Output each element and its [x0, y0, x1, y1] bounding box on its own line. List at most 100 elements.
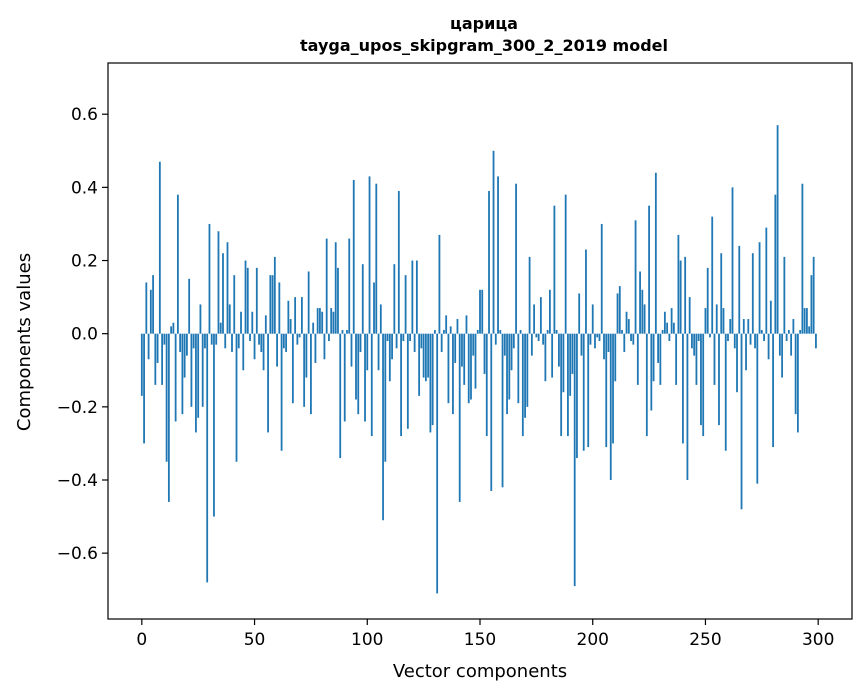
bar-181	[548, 289, 551, 334]
bar-255	[715, 304, 718, 334]
bar-134	[443, 330, 445, 334]
bar-174	[533, 304, 536, 334]
bar-299	[815, 333, 817, 349]
bar-283	[778, 333, 781, 356]
bar-113	[395, 333, 398, 349]
bar-26	[199, 304, 202, 334]
bar-71	[300, 297, 303, 334]
bar-19	[183, 333, 186, 378]
bar-170	[524, 333, 526, 418]
bar-47	[246, 267, 249, 334]
bar-206	[605, 333, 608, 448]
bar-105	[377, 333, 380, 371]
bar-204	[600, 223, 603, 334]
bar-177	[539, 297, 542, 334]
bar-150	[479, 289, 481, 334]
bar-200	[591, 304, 594, 334]
y-tick-label: −0.2	[57, 398, 98, 418]
x-tick-label: 300	[802, 630, 834, 650]
bar-24	[195, 333, 197, 433]
bar-188	[564, 194, 567, 334]
bar-122	[415, 260, 418, 334]
bar-101	[368, 176, 371, 334]
bar-279	[769, 300, 772, 334]
bar-246	[695, 333, 698, 385]
bar-21	[188, 278, 191, 334]
bar-277	[765, 227, 768, 334]
bar-85	[332, 311, 335, 334]
bar-231	[661, 330, 664, 334]
bar-40	[231, 333, 233, 352]
bar-201	[594, 333, 596, 349]
bar-244	[691, 333, 693, 349]
bar-142	[461, 333, 463, 367]
bar-161	[503, 333, 506, 356]
bar-16	[176, 194, 179, 334]
bar-5	[152, 275, 154, 334]
bar-44	[240, 311, 242, 334]
bar-276	[763, 333, 765, 341]
bar-136	[447, 333, 450, 404]
bar-260	[727, 333, 729, 341]
bar-23	[192, 333, 195, 349]
bar-1	[143, 333, 145, 444]
chart-title: царица	[450, 14, 518, 33]
bar-3	[147, 333, 150, 360]
bar-11	[165, 333, 168, 462]
bar-241	[684, 256, 687, 334]
bar-164	[510, 333, 513, 371]
bar-261	[729, 319, 732, 334]
bar-168	[519, 330, 522, 334]
bar-114	[397, 191, 400, 334]
bar-143	[463, 333, 466, 385]
bar-57	[269, 275, 272, 334]
bar-107	[382, 333, 384, 521]
bar-162	[506, 333, 508, 415]
bar-208	[609, 333, 612, 480]
bar-103	[373, 282, 375, 334]
bar-273	[756, 333, 759, 484]
bar-104	[375, 183, 378, 334]
bar-297	[810, 275, 813, 334]
bar-141	[458, 333, 461, 502]
bar-218	[632, 333, 635, 345]
bar-155	[490, 333, 493, 491]
bar-28	[204, 333, 206, 349]
bar-167	[517, 333, 520, 404]
bar-199	[589, 333, 592, 345]
bar-298	[812, 256, 815, 334]
bar-158	[497, 176, 499, 334]
bar-91	[346, 330, 348, 334]
bar-98	[361, 264, 364, 334]
bar-245	[693, 333, 696, 356]
bar-68	[294, 297, 297, 334]
bar-207	[607, 333, 610, 352]
bar-93	[350, 333, 353, 367]
bar-50	[253, 333, 256, 360]
bar-220	[636, 333, 639, 385]
bar-251	[706, 267, 709, 334]
x-tick-label: 100	[351, 630, 383, 650]
bar-77	[314, 333, 317, 363]
bar-25	[197, 333, 200, 418]
bar-20	[186, 333, 188, 356]
bar-137	[449, 326, 452, 334]
bar-189	[567, 333, 569, 437]
bar-287	[787, 330, 790, 334]
bar-92	[348, 238, 351, 334]
bar-53	[260, 333, 263, 352]
bar-286	[785, 333, 788, 341]
bar-82	[325, 238, 328, 334]
bar-289	[792, 319, 795, 334]
bar-288	[790, 333, 793, 356]
bar-125	[422, 333, 425, 378]
x-axis-ticks: 0 50 100 150 200 250 300	[136, 619, 834, 650]
bar-268	[745, 333, 747, 371]
bar-294	[803, 308, 806, 334]
bar-43	[237, 333, 240, 349]
bar-233	[666, 322, 669, 334]
bar-32	[213, 333, 215, 517]
bar-139	[454, 333, 457, 363]
bar-99	[364, 333, 366, 422]
